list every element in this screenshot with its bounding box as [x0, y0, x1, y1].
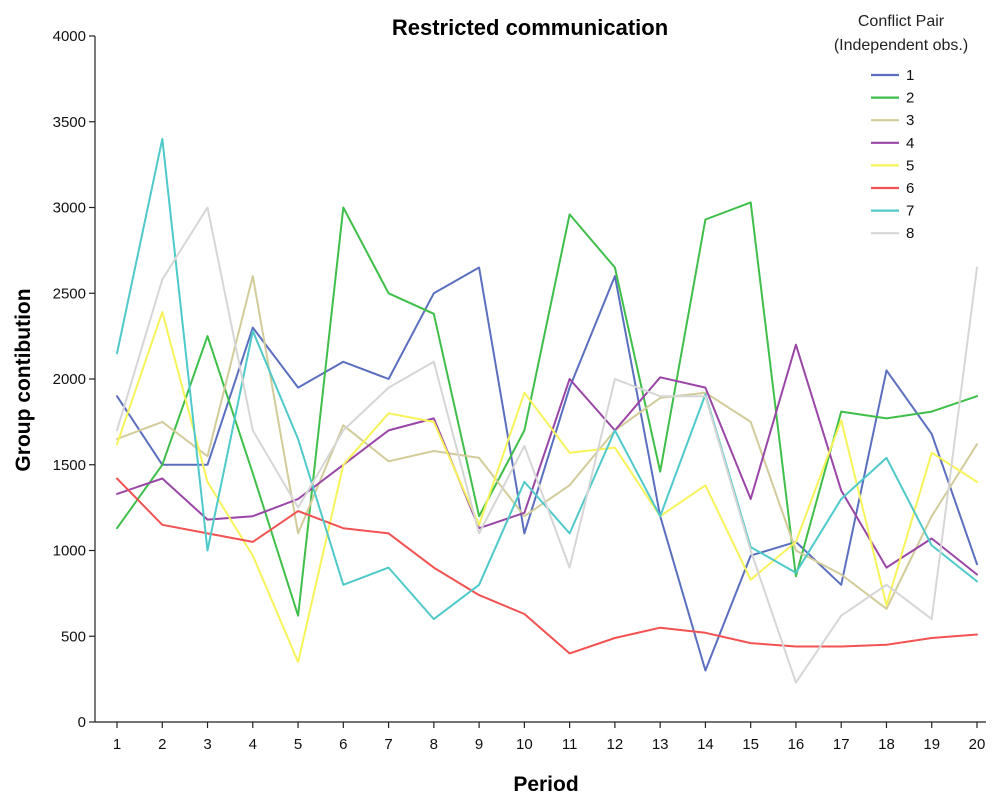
y-tick-label: 3500 — [53, 114, 86, 131]
legend-label: 6 — [906, 180, 914, 197]
series-line-5 — [116, 311, 978, 663]
x-tick-label: 10 — [516, 736, 533, 753]
legend-item-2: 2 — [871, 90, 914, 107]
legend-item-8: 8 — [871, 225, 914, 242]
x-tick-label: 15 — [742, 736, 759, 753]
y-tick-label: 2000 — [53, 371, 86, 388]
y-tick-label: 3000 — [53, 200, 86, 217]
legend-label: 8 — [906, 225, 914, 242]
x-tick-label: 6 — [339, 736, 347, 753]
x-tick-label: 5 — [294, 736, 302, 753]
y-tick-label: 500 — [61, 628, 86, 645]
x-tick-label: 8 — [430, 736, 438, 753]
y-tick-label: 4000 — [53, 28, 86, 45]
series-line-1 — [116, 266, 978, 672]
legend-label: 1 — [906, 67, 914, 84]
x-tick-label: 19 — [923, 736, 940, 753]
x-tick-label: 3 — [203, 736, 211, 753]
series-line-7 — [116, 137, 978, 621]
x-tick-label: 14 — [697, 736, 714, 753]
series-line-4 — [116, 343, 978, 576]
x-tick-label: 11 — [562, 736, 578, 753]
x-tick-label: 12 — [607, 736, 624, 753]
series-line-8 — [116, 206, 978, 684]
series-line-6 — [116, 477, 978, 655]
x-tick-label: 4 — [249, 736, 257, 753]
legend-items: 1 2 3 4 5 6 7 8 — [871, 67, 914, 242]
x-tick-label: 2 — [158, 736, 166, 753]
y-axis-ticks: 0 500 1000 1500 2000 2500 3000 3500 4000 — [53, 28, 95, 731]
legend-item-6: 6 — [871, 180, 914, 197]
legend-item-5: 5 — [871, 157, 914, 174]
legend-label: 5 — [906, 157, 914, 174]
series-line-3 — [116, 275, 978, 610]
y-axis-title: Group contibution — [12, 288, 35, 471]
chart-title: Restricted communication — [392, 15, 668, 40]
x-tick-label: 20 — [969, 736, 986, 753]
legend-item-3: 3 — [871, 112, 914, 129]
y-tick-label: 1000 — [53, 543, 86, 560]
legend-label: 4 — [906, 135, 914, 152]
legend-label: 3 — [906, 112, 914, 129]
legend: Conflict Pair (Independent obs.) 1 2 3 4 5 6 7… — [834, 13, 968, 242]
x-axis-ticks: 1 2 3 4 5 6 7 8 9 10 11 12 13 14 15 16 17 18 19 20 — [113, 722, 986, 753]
legend-title: Conflict Pair — [858, 13, 945, 30]
legend-label: 7 — [906, 203, 914, 220]
x-tick-label: 17 — [833, 736, 850, 753]
y-tick-label: 0 — [78, 714, 86, 731]
legend-item-1: 1 — [871, 67, 914, 84]
legend-item-7: 7 — [871, 203, 914, 220]
x-tick-label: 13 — [652, 736, 669, 753]
legend-label: 2 — [906, 90, 914, 107]
x-tick-label: 16 — [788, 736, 805, 753]
legend-subtitle: (Independent obs.) — [834, 37, 968, 54]
y-tick-label: 2500 — [53, 285, 86, 302]
series-lines — [116, 137, 978, 684]
x-tick-label: 18 — [878, 736, 895, 753]
x-tick-label: 7 — [384, 736, 392, 753]
x-tick-label: 1 — [113, 736, 121, 753]
legend-item-4: 4 — [871, 135, 914, 152]
y-tick-label: 1500 — [53, 457, 86, 474]
x-tick-label: 9 — [475, 736, 483, 753]
x-axis-title: Period — [513, 773, 578, 796]
